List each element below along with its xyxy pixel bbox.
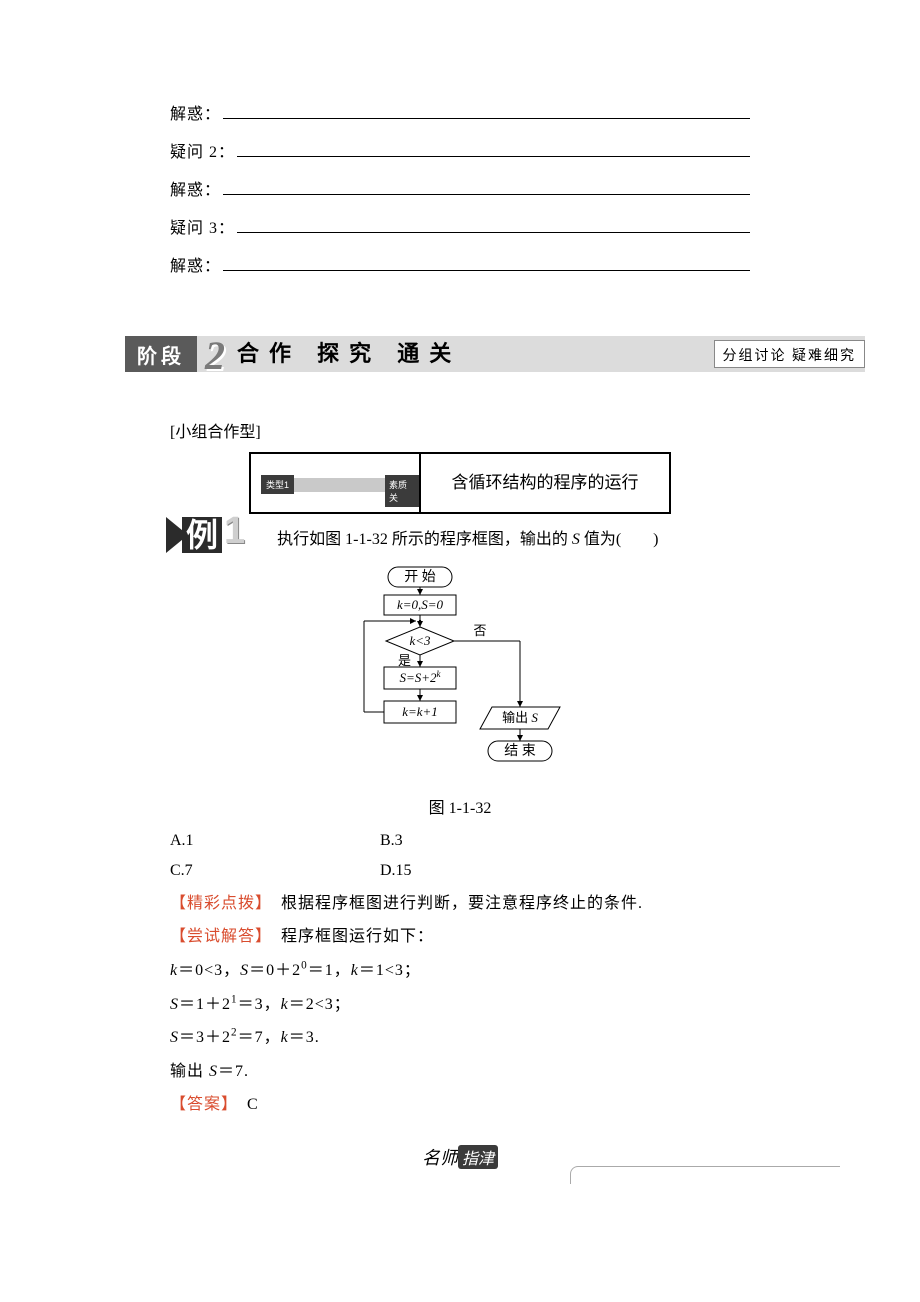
fill-blank	[237, 143, 750, 157]
fill-blank	[237, 219, 750, 233]
figure-caption: 图 1-1-32	[170, 794, 750, 818]
point-label: 【精彩点拨】	[170, 895, 264, 912]
topic-title: 含循环结构的程序的运行	[420, 453, 670, 513]
teacher-tag-box: 指津	[458, 1145, 498, 1169]
topic-left-cell: 类型1 素质关	[250, 453, 420, 513]
options: A.1 B.3 C.7 D.15	[170, 826, 750, 887]
calc-line: 输出 S＝7.	[170, 1055, 750, 1089]
fill-row: 疑问 2：	[170, 138, 750, 162]
point-line: 【精彩点拨】 根据程序框图进行判断，要注意程序终止的条件.	[170, 887, 750, 921]
group-type-label: [小组合作型]	[170, 418, 750, 442]
option-c: C.7	[170, 856, 380, 886]
topic-tag: 类型1	[261, 475, 294, 494]
try-text: 程序框图运行如下：	[264, 928, 434, 945]
calc-line: S＝3＋22＝7，k＝3.	[170, 1021, 750, 1055]
teacher-tag-prefix: 名师	[422, 1144, 458, 1170]
fill-row: 解惑：	[170, 176, 750, 200]
topic-box: 类型1 素质关 含循环结构的程序的运行	[249, 452, 671, 514]
fill-row: 疑问 3：	[170, 214, 750, 238]
flowchart-svg: 开 始 k=0,S=0 k<3 否 是 S=S+2k	[330, 563, 590, 783]
fc-end: 结 束	[504, 743, 536, 759]
fill-in-section: 解惑： 疑问 2： 解惑： 疑问 3： 解惑：	[170, 100, 750, 276]
answer-line: 【答案】 C	[170, 1088, 750, 1122]
fc-start: 开 始	[404, 569, 436, 585]
fill-row: 解惑：	[170, 252, 750, 276]
fc-yes: 是	[398, 653, 411, 668]
example-number: 1	[224, 510, 245, 553]
point-text: 根据程序框图进行判断，要注意程序终止的条件.	[264, 895, 643, 912]
example-text: 例	[182, 517, 222, 553]
option-b: B.3	[380, 826, 590, 856]
teacher-tag-wrap: 名师指津	[170, 1144, 750, 1184]
fill-row: 解惑：	[170, 100, 750, 124]
fill-blank	[223, 105, 750, 119]
flowchart-container: 开 始 k=0,S=0 k<3 否 是 S=S+2k	[170, 563, 750, 818]
fill-label: 解惑：	[170, 100, 221, 124]
try-line: 【尝试解答】 程序框图运行如下：	[170, 920, 750, 954]
fill-blank	[223, 257, 750, 271]
banner-number: 2	[205, 332, 225, 379]
fc-output: 输出 S	[502, 710, 538, 725]
calc-line: k＝0<3，S＝0＋20＝1，k＝1<3；	[170, 954, 750, 988]
fill-label: 解惑：	[170, 252, 221, 276]
example-badge: 例1	[166, 510, 245, 553]
question-stem: 执行如图 1-1-32 所示的程序框图，输出的 S 值为( )	[261, 531, 658, 548]
topic-tag-end: 素质关	[385, 475, 419, 507]
answer-label: 【答案】	[170, 1096, 230, 1113]
section-banner: 阶段 2 合作 探究 通关 分组讨论 疑难细究	[125, 336, 865, 372]
fc-init: k=0,S=0	[397, 597, 444, 612]
try-label: 【尝试解答】	[170, 928, 264, 945]
fill-blank	[223, 181, 750, 195]
svg-text:S=S+2k: S=S+2k	[399, 669, 441, 685]
banner-stage-box: 阶段	[125, 336, 197, 372]
fc-proc2: k=k+1	[402, 704, 438, 719]
banner-subtitle-box: 分组讨论 疑难细究	[714, 340, 866, 368]
fc-cond: k<3	[409, 633, 431, 648]
answer-value: C	[230, 1096, 259, 1113]
calc-line: S＝1＋21＝3，k＝2<3；	[170, 988, 750, 1022]
fc-no: 否	[473, 623, 486, 638]
option-d: D.15	[380, 856, 590, 886]
fill-label: 疑问 2：	[170, 138, 235, 162]
banner-title: 合作 探究 通关	[237, 336, 461, 372]
fc-proc1-prefix: S=S+2	[399, 670, 437, 685]
fill-label: 疑问 3：	[170, 214, 235, 238]
option-a: A.1	[170, 826, 380, 856]
corner-decoration	[570, 1166, 840, 1184]
fill-label: 解惑：	[170, 176, 221, 200]
example-row: 例1 执行如图 1-1-32 所示的程序框图，输出的 S 值为( )	[170, 510, 750, 553]
